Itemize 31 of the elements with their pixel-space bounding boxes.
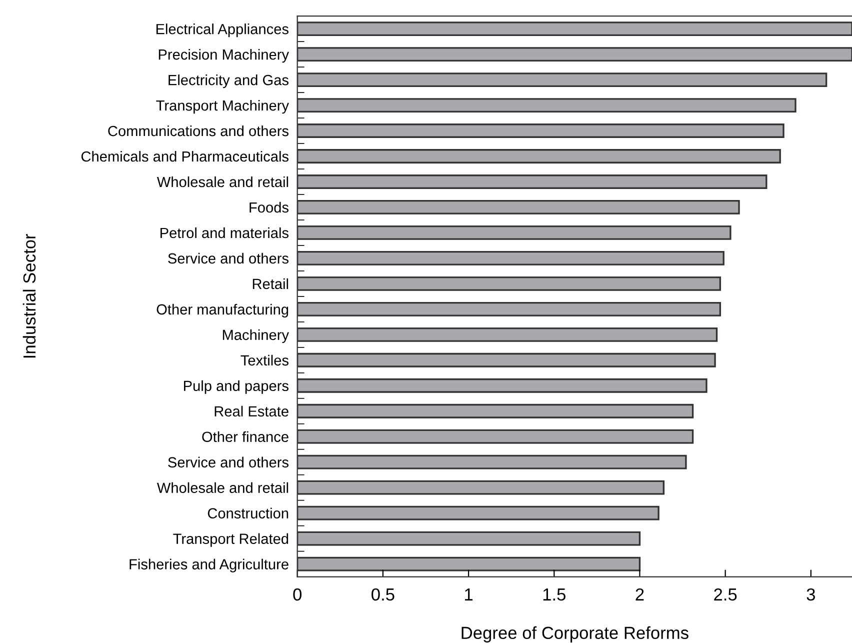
y-tick-label: Communications and others: [108, 125, 288, 136]
y-tick-label: Foods: [250, 202, 288, 213]
y-tick-label: Service and others: [168, 252, 288, 264]
y-tick-label: Retail: [252, 278, 288, 290]
y-tick-label: Wholesale and retail: [156, 176, 288, 188]
y-tick-label: Transport Machinery: [156, 100, 289, 114]
y-tick-label: Electricity and Gas: [168, 74, 288, 88]
y-tick-label: Service and others: [168, 456, 288, 468]
x-axis-title: Degree of Corporate Reforms: [462, 626, 688, 642]
y-tick-label: Petrol and materials: [160, 227, 288, 238]
y-tick-label: Other manufacturing: [156, 304, 288, 318]
x-tick-label: 2.5: [714, 588, 737, 601]
y-tick-label: Electrical Appliances: [156, 24, 288, 38]
y-tick-label: Textiles: [240, 354, 288, 366]
y-tick-label: Precision Machinery: [158, 49, 289, 63]
y-tick-label: Wholesale and retail: [156, 482, 288, 493]
y-tick-label: Other finance: [202, 431, 288, 442]
y-tick-label: Pulp and papers: [184, 380, 288, 394]
y-tick-label: Construction: [208, 508, 288, 518]
y-tick-label: Machinery: [222, 329, 289, 343]
x-tick-label: 1.5: [543, 588, 566, 601]
y-tick-label: Real Estate: [214, 406, 288, 417]
x-tick-label: 2: [636, 588, 644, 600]
y-axis-title: Industrial Sector: [22, 234, 36, 358]
x-tick-label: 1: [465, 588, 473, 600]
y-tick-label: Chemicals and Pharmaceuticals: [81, 150, 288, 162]
x-tick-label: 3: [806, 588, 815, 601]
x-tick-label: 0.5: [372, 588, 394, 601]
y-tick-label: Transport Related: [173, 533, 288, 547]
x-tick-label: 0: [293, 588, 302, 601]
y-tick-label: Fisheries and Agriculture: [130, 558, 288, 572]
